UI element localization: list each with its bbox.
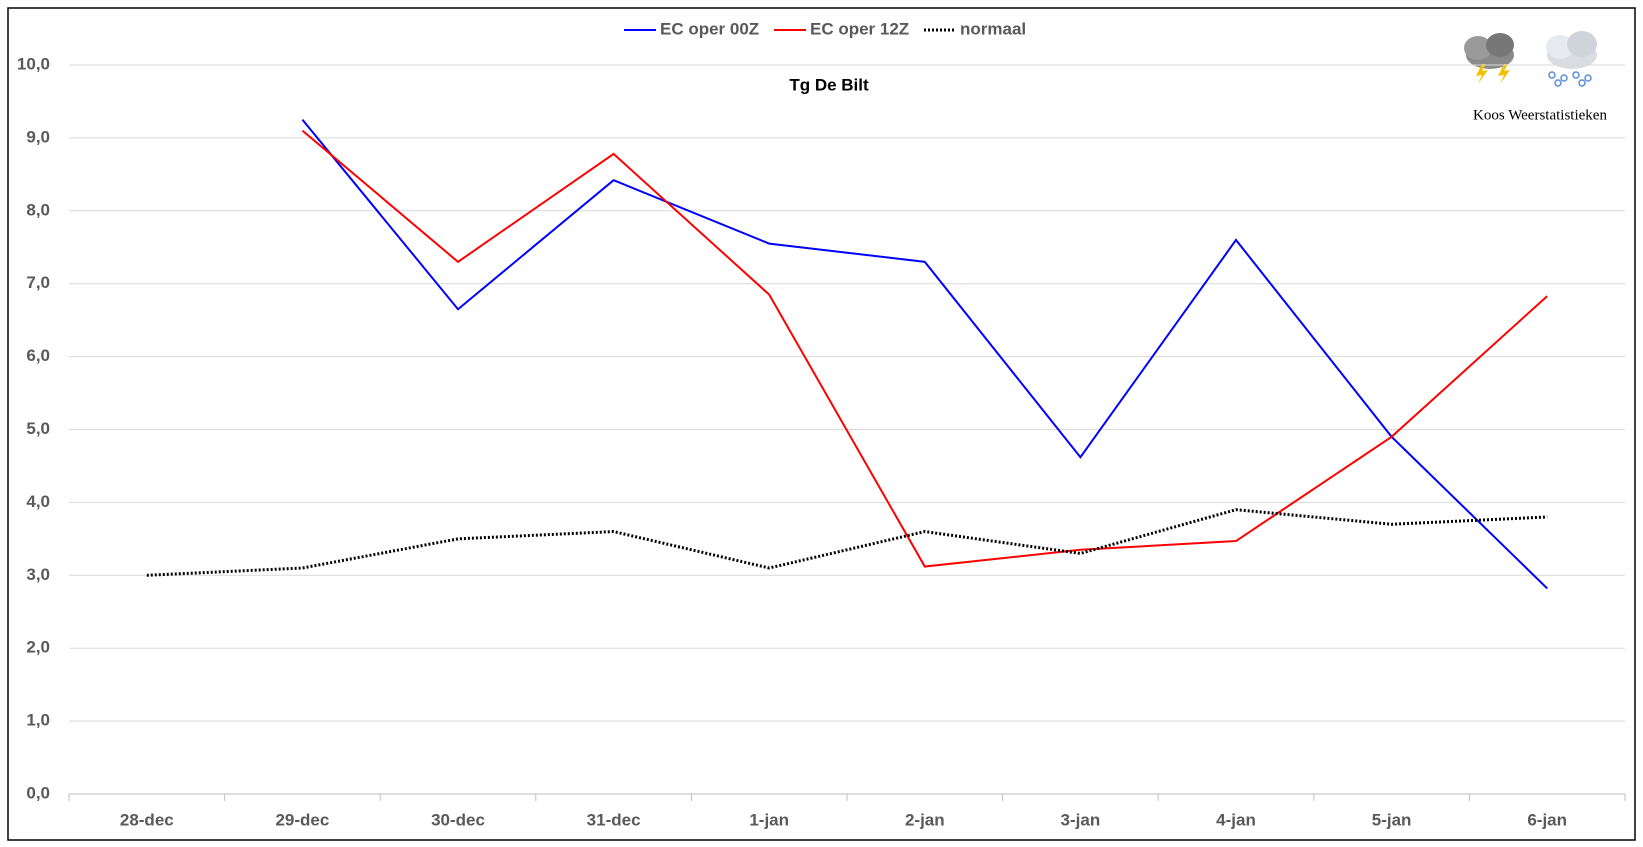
legend-label: EC oper 00Z: [660, 19, 759, 38]
series-line: [301, 129, 1548, 568]
x-tick-label: 28-dec: [120, 810, 174, 829]
legend-label: EC oper 12Z: [810, 19, 909, 38]
x-tick-label: 30-dec: [431, 810, 485, 829]
x-tick-label: 29-dec: [275, 810, 329, 829]
y-tick-label: 0,0: [26, 783, 50, 802]
chart-frame: [7, 7, 1636, 841]
x-tick-label: 2-jan: [905, 810, 945, 829]
watermark: Koos Weerstatistieken: [1473, 107, 1607, 123]
legend-label: normaal: [960, 19, 1026, 38]
y-tick-label: 8,0: [26, 200, 50, 219]
x-tick-label: 5-jan: [1372, 810, 1412, 829]
x-tick-label: 4-jan: [1216, 810, 1256, 829]
y-tick-label: 4,0: [26, 492, 50, 511]
y-tick-label: 7,0: [26, 273, 50, 292]
y-tick-label: 1,0: [26, 711, 50, 730]
x-tick-label: 31-dec: [587, 810, 641, 829]
y-tick-label: 5,0: [26, 419, 50, 438]
series-line: [301, 119, 1548, 590]
x-tick-label: 6-jan: [1527, 810, 1567, 829]
y-tick-label: 2,0: [26, 638, 50, 657]
chart-title: Tg De Bilt: [789, 75, 869, 94]
y-tick-label: 10,0: [17, 54, 50, 73]
x-tick-label: 1-jan: [749, 810, 789, 829]
y-tick-label: 6,0: [26, 346, 50, 365]
y-tick-label: 9,0: [26, 127, 50, 146]
x-tick-label: 3-jan: [1061, 810, 1101, 829]
y-tick-label: 3,0: [26, 565, 50, 584]
series-line: [146, 508, 1548, 577]
logo-icons: [1464, 31, 1597, 87]
